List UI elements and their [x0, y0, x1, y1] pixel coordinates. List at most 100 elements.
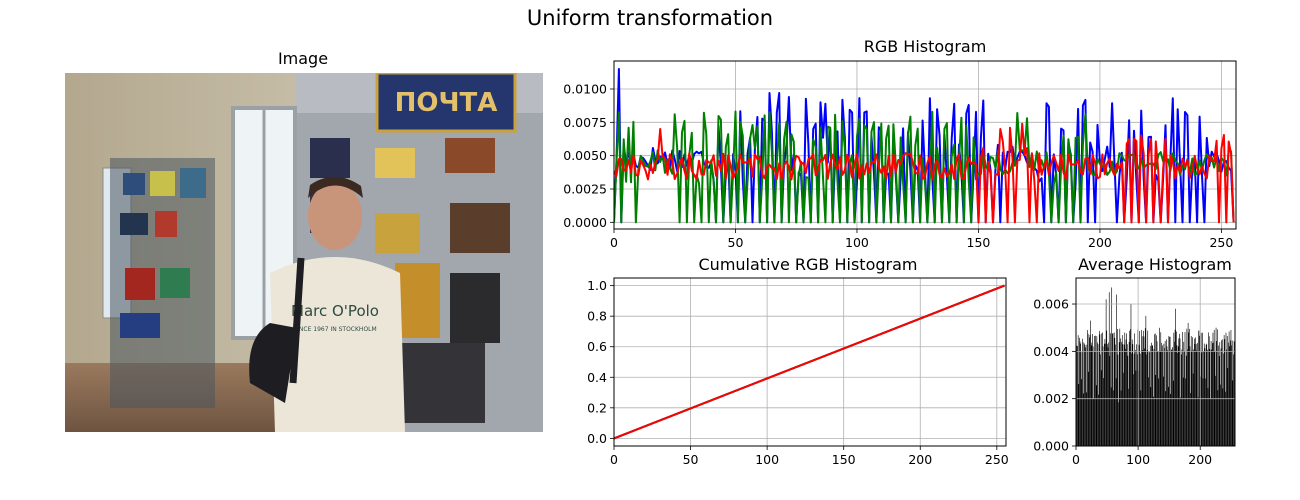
avg-bar	[1233, 354, 1234, 446]
avg-bar	[1166, 346, 1168, 446]
avg-bar	[1143, 330, 1144, 446]
rgb-ytick-label: 0.0100	[563, 82, 607, 97]
avg-bar	[1228, 342, 1229, 446]
avg-bar	[1107, 344, 1108, 446]
rgb-ytick-label: 0.0025	[563, 182, 607, 197]
cum-hist-title: Cumulative RGB Histogram	[698, 255, 918, 274]
image-title: Image	[277, 49, 329, 68]
cum-ytick-label: 0.0	[587, 431, 607, 446]
avg-bar	[1213, 342, 1214, 446]
avg-bar	[1082, 342, 1084, 446]
avg-bar	[1104, 339, 1106, 446]
avg-bar	[1089, 337, 1090, 446]
avg-bar	[1231, 345, 1232, 446]
avg-bar	[1195, 344, 1197, 446]
avg-bar	[1195, 337, 1196, 446]
avg-bar	[1120, 338, 1121, 446]
rgb-ytick-label: 0.0000	[563, 215, 607, 230]
avg-bar	[1198, 330, 1199, 446]
avg-bar	[1131, 353, 1132, 446]
avg-bar	[1131, 339, 1133, 446]
avg-bar	[1212, 332, 1214, 446]
avg-bar	[1220, 348, 1222, 446]
avg-bar	[1204, 348, 1206, 446]
avg-bar	[1082, 338, 1083, 446]
avg-bar	[1076, 345, 1078, 446]
avg-bar	[1125, 339, 1127, 446]
avg-bar	[1125, 348, 1126, 446]
avg-hist-title: Average Histogram	[1078, 255, 1232, 274]
cum-ytick-label: 0.8	[587, 309, 607, 324]
avg-bar	[1108, 342, 1109, 446]
avg-bar	[1095, 385, 1097, 446]
avg-bar	[1103, 378, 1104, 446]
avg-bar	[1148, 377, 1149, 446]
avg-bar	[1081, 352, 1083, 446]
avg-bar	[1156, 335, 1157, 446]
avg-bar	[1194, 338, 1195, 446]
avg-bar	[1196, 350, 1198, 446]
avg-bar	[1113, 390, 1114, 446]
avg-bar	[1176, 331, 1177, 446]
avg-bar	[1127, 355, 1129, 446]
avg-bar	[1143, 336, 1145, 446]
avg-bar	[1085, 347, 1086, 446]
avg-bar	[1134, 333, 1135, 446]
avg-ytick-label: 0.002	[1033, 391, 1069, 406]
avg-bar	[1130, 329, 1131, 446]
avg-bar	[1182, 332, 1183, 446]
avg-bar	[1197, 342, 1198, 446]
avg-bar	[1190, 336, 1192, 446]
avg-bar	[1179, 333, 1180, 446]
avg-bar	[1154, 333, 1156, 446]
avg-bar	[1129, 330, 1131, 446]
avg-bar	[1114, 337, 1116, 446]
avg-bar	[1086, 344, 1088, 446]
rgb-xtick-label: 200	[1088, 235, 1112, 250]
avg-bar	[1119, 328, 1121, 446]
avg-bar	[1141, 336, 1143, 446]
avg-bar	[1174, 341, 1175, 446]
avg-bar	[1187, 322, 1189, 446]
avg-bar	[1223, 353, 1224, 446]
cum-ytick-label: 0.2	[587, 400, 607, 415]
avg-bar	[1206, 343, 1208, 446]
rgb-ytick-label: 0.0050	[563, 148, 607, 163]
avg-bar	[1165, 391, 1167, 446]
avg-bar	[1225, 332, 1227, 446]
avg-bar	[1112, 333, 1114, 446]
avg-bar	[1232, 380, 1234, 446]
avg-bar	[1077, 335, 1079, 446]
avg-bar	[1229, 346, 1231, 446]
avg-bar	[1203, 343, 1205, 446]
avg-bar	[1120, 390, 1122, 446]
avg-bar	[1147, 330, 1149, 446]
avg-bar	[1145, 315, 1147, 446]
rgb-ytick-label: 0.0075	[563, 115, 607, 130]
avg-bar	[1164, 347, 1165, 446]
avg-bar	[1213, 329, 1215, 446]
avg-bar	[1126, 344, 1128, 446]
avg-bar	[1116, 328, 1118, 446]
avg-bar	[1197, 397, 1199, 446]
avg-bar	[1216, 341, 1217, 446]
avg-bar	[1110, 387, 1112, 446]
avg-bar	[1144, 328, 1146, 446]
avg-bar	[1138, 344, 1140, 446]
avg-bar	[1184, 332, 1186, 446]
photo-sweater-subtext: SINCE 1967 IN STOCKHOLM	[293, 326, 376, 333]
photo-sweater-text: Marc O'Polo	[291, 302, 379, 320]
avg-bar	[1118, 402, 1119, 446]
avg-bar	[1096, 336, 1098, 446]
avg-bar	[1141, 330, 1142, 446]
avg-bar	[1173, 332, 1175, 446]
avg-bar	[1093, 398, 1095, 446]
avg-bar	[1146, 349, 1148, 446]
avg-bar	[1230, 329, 1232, 446]
avg-bar	[1222, 388, 1224, 446]
avg-bar	[1185, 378, 1186, 446]
avg-bar	[1177, 352, 1178, 446]
avg-bar	[1105, 299, 1107, 446]
avg-bar	[1216, 329, 1218, 446]
avg-bar	[1095, 335, 1096, 446]
